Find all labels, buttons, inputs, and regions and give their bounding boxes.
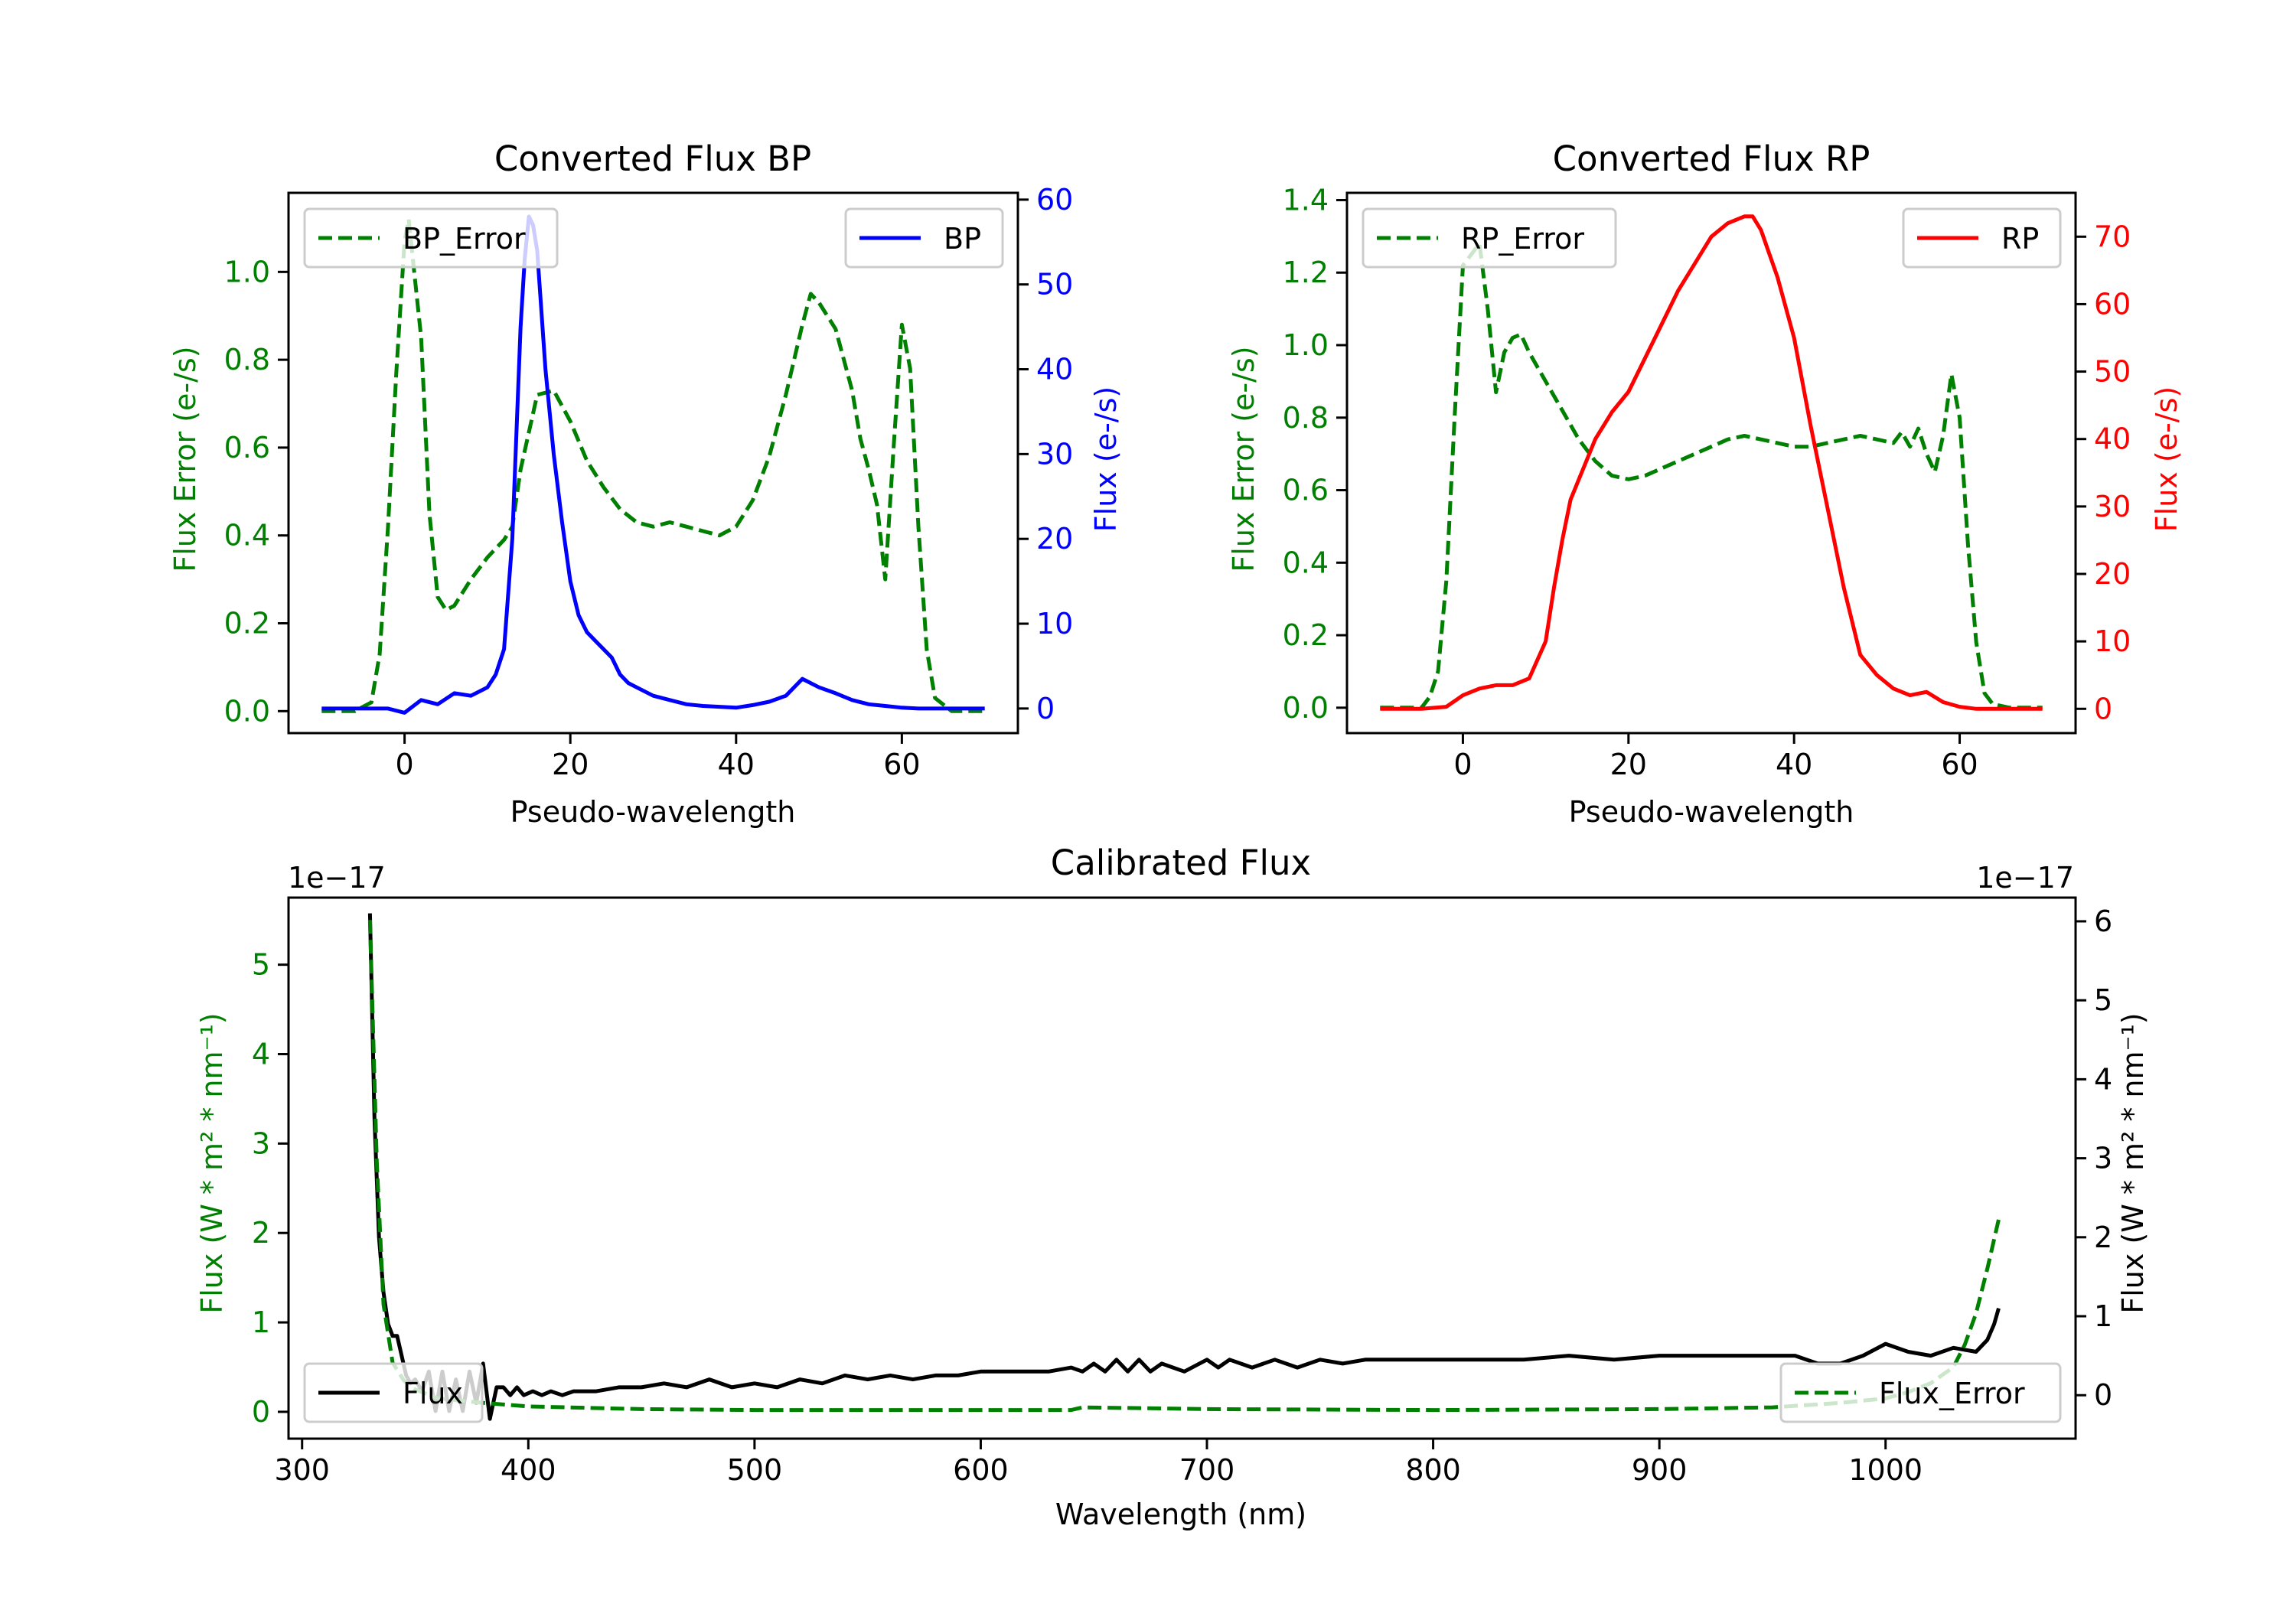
panel-calibrated: Calibrated Flux 1e−17 1e−17 300 400 500 600…: [195, 843, 2150, 1531]
bp-xtick-label: 60: [883, 748, 920, 781]
bp-legend-box: [844, 207, 1004, 269]
cal-ytick-right-label: 0: [2094, 1378, 2112, 1412]
bp-ytick-left-label: 1.0: [224, 255, 270, 288]
cal-ytick-right-label: 1: [2094, 1299, 2112, 1333]
rp-ytick-right-label: 60: [2094, 287, 2131, 321]
bp-ytick-left-label: 0.0: [224, 694, 270, 728]
cal-xtick-label: 800: [1405, 1453, 1461, 1487]
cal-ylabel-right: Flux (W * m² * nm⁻¹): [2116, 1012, 2150, 1313]
bp-series-bp-line: [321, 214, 985, 715]
cal-ytick-left-label: 2: [252, 1216, 270, 1250]
bp-title: Converted Flux BP: [494, 139, 811, 179]
bp-xtick-label: 20: [552, 748, 589, 781]
rp-ytick-right-label: 30: [2094, 490, 2131, 523]
rp-ytick-left-label: 0.6: [1283, 474, 1329, 507]
cal-xtick-label: 400: [501, 1453, 556, 1487]
cal-title: Calibrated Flux: [1051, 843, 1311, 883]
bp-ytick-left-label: 0.8: [224, 343, 270, 376]
rp-ytick-right-label: 40: [2094, 422, 2131, 456]
panel-bp: Converted Flux BP 0 20 40 60 0.0 0.2 0.4 0.6 0.8…: [168, 139, 1123, 829]
rp-ytick-right-label: 0: [2094, 692, 2112, 725]
bp-ytick-left-label: 0.4: [224, 519, 270, 553]
bp-ylabel-left: Flux Error (e-/s): [168, 346, 202, 572]
cal-plot-area: 300 400 500 600 700 800 900 1000 0 1 2 3 4 5 0 1 2 3 4 5 6 Fl…: [252, 896, 2112, 1487]
cal-legend-label: Flux_Error: [1879, 1377, 2025, 1410]
rp-legend-box: [1362, 207, 1617, 269]
bp-plot-area: 0 20 40 60 0.0 0.2 0.4 0.6 0.8 1.0 0 10 20 30 40 50 60 BP…: [224, 183, 1074, 781]
bp-ylabel-right: Flux (e-/s): [1089, 386, 1123, 532]
cal-xtick-label: 900: [1632, 1453, 1688, 1487]
cal-ytick-right-label: 3: [2094, 1142, 2112, 1175]
bp-ytick-right-label: 40: [1036, 353, 1073, 386]
cal-ytick-right-label: 4: [2094, 1062, 2112, 1096]
bp-ytick-right-label: 10: [1036, 607, 1073, 641]
cal-ytick-left-label: 0: [252, 1395, 270, 1429]
cal-offset-right: 1e−17: [1976, 861, 2074, 895]
bp-ytick-right-label: 50: [1036, 268, 1073, 302]
rp-plot-area: 0 20 40 60 0.0 0.2 0.4 0.6 0.8 1.0 1.2 1.4 0 10 20 30 40…: [1283, 183, 2131, 781]
bp-xlabel: Pseudo-wavelength: [510, 795, 796, 829]
panel-rp: Converted Flux RP 0 20 40 60 0.0 0.2 0.4 0.6 0.8…: [1227, 139, 2183, 829]
rp-legend-label: RP: [2001, 222, 2039, 256]
cal-ytick-right-label: 5: [2094, 983, 2112, 1017]
rp-xlabel: Pseudo-wavelength: [1569, 795, 1854, 829]
rp-ytick-right-label: 10: [2094, 624, 2131, 658]
cal-xtick-label: 500: [727, 1453, 783, 1487]
rp-ytick-left-label: 1.2: [1283, 256, 1329, 289]
cal-ytick-left-label: 4: [252, 1038, 270, 1071]
cal-ylabel-left: Flux (W * m² * nm⁻¹): [195, 1012, 229, 1313]
bp-series-bp-error-line: [321, 217, 985, 713]
rp-title: Converted Flux RP: [1553, 139, 1870, 179]
rp-ytick-left-label: 1.0: [1283, 328, 1329, 362]
cal-legend-box: [303, 1362, 484, 1423]
rp-ytick-left-label: 0.8: [1283, 401, 1329, 435]
rp-ytick-right-label: 50: [2094, 355, 2131, 389]
bp-ytick-right-label: 20: [1036, 522, 1073, 556]
rp-xtick-label: 0: [1453, 748, 1472, 781]
rp-axes-frame: [1345, 191, 2077, 735]
rp-xtick-label: 20: [1610, 748, 1647, 781]
cal-ytick-left-label: 5: [252, 948, 270, 982]
cal-xtick-label: 1000: [1848, 1453, 1923, 1487]
bp-xtick-label: 0: [396, 748, 414, 781]
rp-xtick-label: 60: [1941, 748, 1978, 781]
rp-ytick-right-label: 70: [2094, 220, 2131, 253]
rp-ylabel-right: Flux (e-/s): [2150, 386, 2183, 532]
rp-legend-box: [1902, 207, 2062, 269]
cal-ytick-right-label: 6: [2094, 905, 2112, 938]
cal-xtick-label: 300: [274, 1453, 330, 1487]
bp-ytick-right-label: 0: [1036, 692, 1055, 725]
rp-xtick-label: 40: [1776, 748, 1812, 781]
cal-ytick-left-label: 1: [252, 1305, 270, 1339]
cal-ytick-right-label: 2: [2094, 1221, 2112, 1254]
cal-xtick-label: 600: [953, 1453, 1009, 1487]
bp-ytick-right-label: 60: [1036, 183, 1073, 217]
cal-axes-frame: [287, 896, 2077, 1440]
rp-ytick-left-label: 1.4: [1283, 183, 1329, 217]
bp-ytick-right-label: 30: [1036, 437, 1073, 471]
cal-series-flux-error-line: [367, 920, 2001, 1413]
cal-xlabel: Wavelength (nm): [1055, 1498, 1306, 1531]
cal-offset-left: 1e−17: [288, 861, 386, 895]
cal-legend-box: [1779, 1362, 2062, 1423]
rp-ytick-left-label: 0.0: [1283, 691, 1329, 725]
bp-legend-label: BP: [944, 222, 981, 256]
bp-ytick-left-label: 0.2: [224, 607, 270, 641]
bp-ytick-left-label: 0.6: [224, 431, 270, 464]
rp-ylabel-left: Flux Error (e-/s): [1227, 346, 1261, 572]
bp-xtick-label: 40: [718, 748, 755, 781]
rp-ytick-right-label: 20: [2094, 557, 2131, 591]
bp-legend-box: [303, 207, 559, 269]
cal-xtick-label: 700: [1179, 1453, 1235, 1487]
cal-ytick-left-label: 3: [252, 1126, 270, 1160]
rp-legend-label: RP_Error: [1461, 222, 1584, 256]
cal-legend-label: Flux: [403, 1377, 463, 1410]
rp-ytick-left-label: 0.4: [1283, 546, 1329, 579]
rp-series-rp-line: [1380, 214, 2043, 711]
bp-legend-label: BP_Error: [403, 222, 526, 256]
rp-ytick-left-label: 0.2: [1283, 618, 1329, 652]
bp-axes-frame: [287, 191, 1019, 735]
